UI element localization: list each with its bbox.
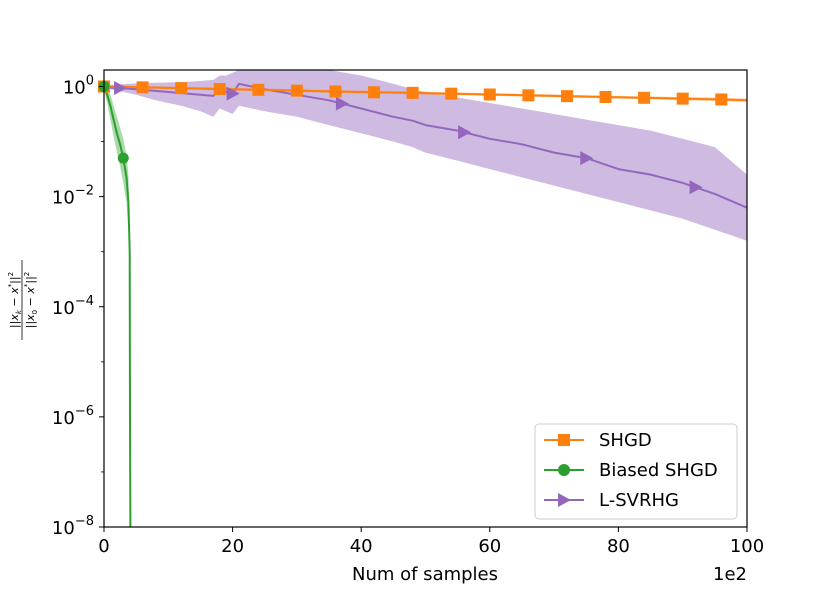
marker-l-svrhg-5 (689, 180, 703, 195)
line-biased-shgd (104, 86, 132, 527)
marker-l-svrhg-1 (226, 86, 240, 101)
y-tick-label-4: 10−8 (52, 514, 94, 539)
y-axis-ticks: 100 10−2 10−4 10−6 10−8 (52, 74, 104, 539)
marker-shgd-1 (136, 81, 149, 94)
marker-shgd-8 (406, 86, 419, 99)
legend-marker-shgd (558, 434, 570, 446)
marker-l-svrhg-3 (458, 125, 472, 140)
y-tick-label-3: 10−6 (52, 404, 94, 429)
series-lines (104, 82, 747, 527)
y-tick-label-0: 100 (63, 74, 94, 99)
marker-l-svrhg-0 (114, 81, 128, 96)
marker-shgd-3 (213, 82, 226, 95)
legend-entry-shgd: SHGD (544, 430, 652, 451)
x-axis-label: Num of samples (352, 564, 498, 585)
x-tick-label-5: 100 (730, 536, 764, 557)
marker-shgd-6 (329, 85, 342, 98)
marker-shgd-12 (560, 90, 573, 103)
y-label-numerator: ||xk − x*||2 (7, 272, 23, 328)
marker-shgd-16 (715, 93, 728, 106)
legend-marker-l-svrhg (558, 493, 571, 507)
marker-shgd-10 (483, 88, 496, 101)
legend-entry-biased-shgd: Biased SHGD (544, 460, 718, 481)
series-markers (98, 80, 728, 195)
marker-l-svrhg-4 (580, 151, 594, 166)
marker-shgd-2 (175, 82, 188, 95)
x-tick-label-1: 20 (221, 536, 244, 557)
x-tick-label-3: 60 (478, 536, 501, 557)
line-shgd (104, 85, 747, 102)
legend: SHGD Biased SHGD L-SVRHG (534, 423, 738, 520)
line-l-svrhg (104, 82, 747, 209)
marker-l-svrhg-2 (335, 96, 349, 111)
x-tick-label-0: 0 (98, 536, 109, 557)
x-tick-label-4: 80 (607, 536, 630, 557)
legend-label-l-svrhg: L-SVRHG (599, 490, 679, 511)
marker-shgd-7 (368, 86, 381, 99)
legend-entry-l-svrhg: L-SVRHG (544, 490, 679, 511)
y-axis-label: ||xk − x*||2 ||x0 − x*||2 (7, 260, 39, 340)
axes-frame (103, 69, 748, 528)
marker-shgd-13 (599, 90, 612, 103)
x-axis-offset-label: 1e2 (713, 564, 747, 585)
x-axis-ticks: 0 20 40 60 80 100 (98, 527, 764, 557)
x-tick-label-2: 40 (350, 536, 373, 557)
marker-shgd-9 (445, 87, 458, 100)
marker-shgd-4 (252, 83, 265, 96)
legend-box (534, 423, 738, 520)
marker-biased-shgd-1 (117, 152, 129, 164)
y-label-denominator: ||x0 − x*||2 (23, 272, 39, 329)
legend-label-shgd: SHGD (599, 430, 652, 451)
legend-label-biased-shgd: Biased SHGD (599, 460, 718, 481)
marker-shgd-5 (290, 84, 303, 97)
marker-shgd-15 (676, 92, 689, 105)
marker-shgd-11 (522, 89, 535, 102)
y-tick-label-2: 10−4 (52, 294, 94, 319)
y-tick-label-1: 10−2 (52, 184, 94, 209)
marker-shgd-14 (638, 91, 651, 104)
legend-marker-biased-shgd (558, 464, 570, 476)
